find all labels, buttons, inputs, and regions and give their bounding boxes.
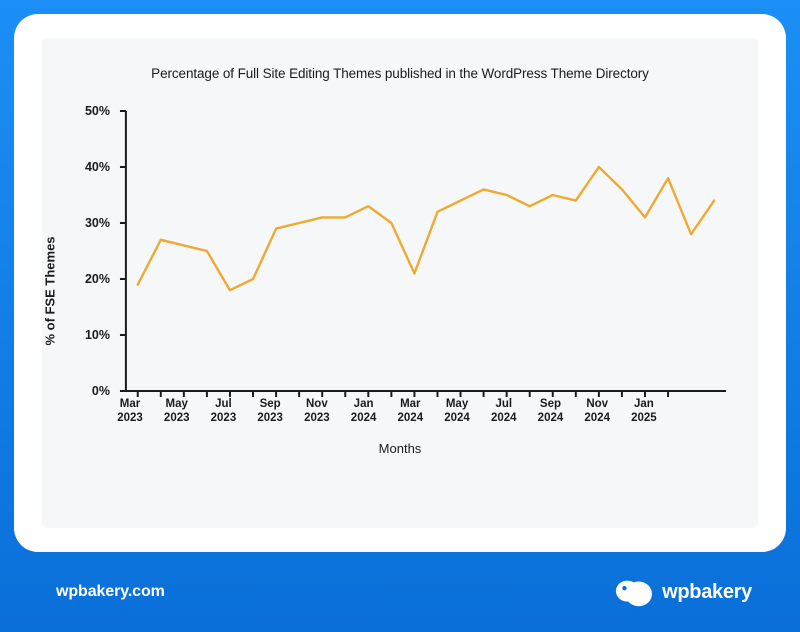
x-tick-label: Mar2023 <box>117 397 143 426</box>
line-chart-svg <box>118 111 726 399</box>
x-axis-label: Months <box>379 441 422 456</box>
x-tick-label: Jan2025 <box>631 397 657 426</box>
footer-bar: wpbakery.com wpbakery <box>0 552 800 632</box>
footer-url: wpbakery.com <box>56 583 165 601</box>
data-line <box>138 167 714 290</box>
x-tick-label: May2023 <box>164 397 190 426</box>
wpbakery-logo-icon <box>614 577 652 607</box>
x-tick-label: Jan2024 <box>351 397 377 426</box>
footer-brand: wpbakery <box>614 577 752 607</box>
y-tick-label: 0% <box>92 384 110 398</box>
chart-panel: Percentage of Full Site Editing Themes p… <box>42 38 758 528</box>
plot-area: % of FSE Themes 0%10%20%30%40%50% Mar202… <box>62 111 738 471</box>
chart-title: Percentage of Full Site Editing Themes p… <box>62 66 738 81</box>
x-tick-label: Nov2024 <box>584 397 610 426</box>
x-tick-label: Mar2024 <box>398 397 424 426</box>
x-tick-label: Jul2024 <box>491 397 517 426</box>
y-axis-ticks: 0%10%20%30%40%50% <box>62 111 112 391</box>
x-tick-label: Nov2023 <box>304 397 330 426</box>
y-tick-label: 10% <box>85 328 110 342</box>
x-axis-ticks: Mar2023 May2023 Jul2023 Sep2023 Nov2023 Jan20… <box>118 397 726 457</box>
y-axis-label: % of FSE Themes <box>43 236 58 345</box>
axes <box>126 111 726 391</box>
chart-card: Percentage of Full Site Editing Themes p… <box>14 14 786 552</box>
x-tick-label: Jul2023 <box>211 397 237 426</box>
outer-frame: Percentage of Full Site Editing Themes p… <box>0 0 800 632</box>
y-tick-label: 40% <box>85 160 110 174</box>
y-tick-label: 50% <box>85 104 110 118</box>
x-tick-label: May2024 <box>444 397 470 426</box>
y-tick-label: 30% <box>85 216 110 230</box>
x-tick-label: Sep2024 <box>538 397 564 426</box>
x-tick-label: Sep2023 <box>257 397 283 426</box>
logo-cloud-front <box>626 582 653 607</box>
logo-eye <box>622 586 626 590</box>
y-tick-label: 20% <box>85 272 110 286</box>
footer-brand-text: wpbakery <box>662 581 752 604</box>
